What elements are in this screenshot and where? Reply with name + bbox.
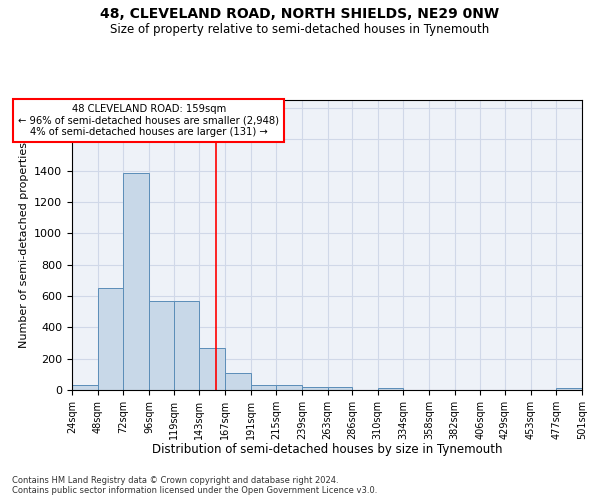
Text: Contains HM Land Registry data © Crown copyright and database right 2024.
Contai: Contains HM Land Registry data © Crown c…	[12, 476, 377, 495]
Bar	[276, 386, 302, 390]
Text: Distribution of semi-detached houses by size in Tynemouth: Distribution of semi-detached houses by …	[152, 442, 502, 456]
Bar	[556, 388, 582, 390]
Y-axis label: Number of semi-detached properties: Number of semi-detached properties	[19, 142, 29, 348]
Bar	[124, 173, 149, 390]
Bar	[173, 302, 199, 390]
Bar	[199, 348, 225, 390]
Text: 48, CLEVELAND ROAD, NORTH SHIELDS, NE29 0NW: 48, CLEVELAND ROAD, NORTH SHIELDS, NE29 …	[100, 8, 500, 22]
Bar	[149, 302, 173, 390]
Bar	[251, 384, 276, 390]
Bar	[72, 384, 98, 390]
Text: 48 CLEVELAND ROAD: 159sqm
← 96% of semi-detached houses are smaller (2,948)
4% o: 48 CLEVELAND ROAD: 159sqm ← 96% of semi-…	[19, 104, 280, 137]
Bar	[328, 387, 352, 390]
Text: Size of property relative to semi-detached houses in Tynemouth: Size of property relative to semi-detach…	[110, 22, 490, 36]
Bar	[302, 386, 328, 390]
Bar	[378, 388, 403, 390]
Bar	[98, 288, 124, 390]
Bar	[225, 373, 251, 390]
